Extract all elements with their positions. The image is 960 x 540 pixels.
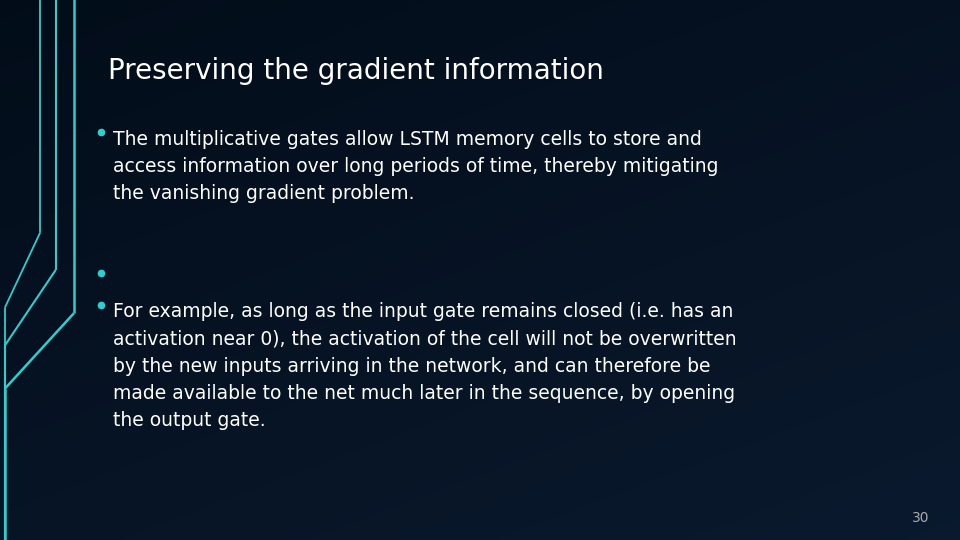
Text: The multiplicative gates allow LSTM memory cells to store and
access information: The multiplicative gates allow LSTM memo… xyxy=(113,130,719,203)
Text: For example, as long as the input gate remains closed (i.e. has an
activation ne: For example, as long as the input gate r… xyxy=(113,302,737,430)
Text: 30: 30 xyxy=(912,511,929,525)
Text: Preserving the gradient information: Preserving the gradient information xyxy=(108,57,604,85)
